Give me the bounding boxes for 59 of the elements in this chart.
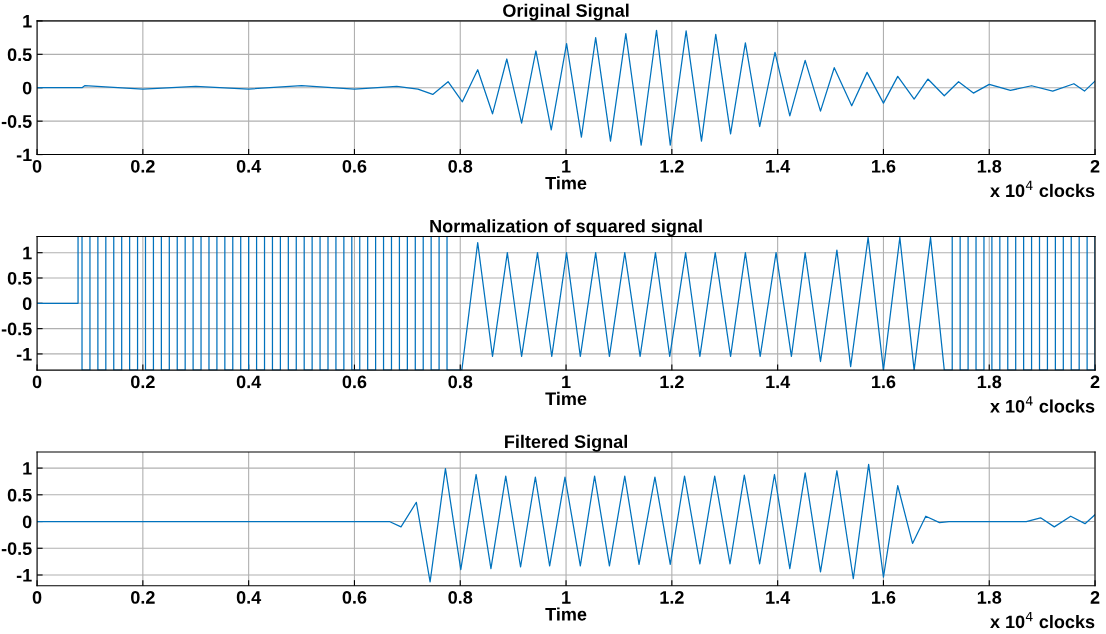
x-tick-label: 0 — [32, 591, 42, 604]
x-tick-label: 1.4 — [766, 375, 791, 389]
x-tick-label: 1.6 — [872, 375, 896, 389]
x-tick-label: 0 — [32, 159, 42, 173]
x-tick-label: 1 — [562, 160, 571, 173]
x-tick-label: 0.4 — [236, 591, 262, 604]
x-tick-label: 1.4 — [766, 591, 791, 604]
x-tick-label: 2 — [1090, 159, 1100, 173]
x-tick-label: 1.2 — [660, 159, 684, 173]
x-tick-label: 0.4 — [236, 159, 262, 173]
x-axis-title: Time — [545, 176, 587, 190]
text: x 10$^{4}$ clocks — [990, 611, 1095, 629]
x-tick-label: 1.6 — [872, 591, 896, 604]
y-tick-label: -1 — [16, 569, 32, 582]
x-tick-label: 0.8 — [448, 375, 473, 389]
x-tick-label: 0.8 — [448, 159, 473, 173]
y-tick-label: 0.5 — [7, 488, 32, 502]
x-tick-label: 0.6 — [342, 591, 367, 604]
y-tick-label: -0.5 — [1, 542, 32, 555]
y-tick-label: 0 — [22, 81, 32, 95]
line-series — [37, 463, 1096, 583]
x-tick-label: 1.8 — [977, 591, 1002, 604]
x-axis-title: Time — [545, 607, 587, 621]
x-tick-label: 2 — [1090, 375, 1100, 389]
y-tick-label: 1 — [23, 246, 32, 260]
x-tick-label: 1.8 — [977, 375, 1002, 389]
y-tick-label: -0.5 — [1, 322, 32, 336]
y-tick-label: 1 — [23, 15, 32, 28]
x-tick-label: 2 — [1090, 591, 1100, 604]
x-tick-label: 0 — [32, 375, 42, 389]
x-tick-label: 1.2 — [660, 375, 684, 389]
x-tick-label: 0.2 — [131, 159, 155, 173]
x-tick-label: 0.2 — [131, 591, 155, 604]
x-tick-label: 0.2 — [131, 375, 155, 389]
chart-title: Normalization of squared signal — [430, 219, 702, 237]
x-tick-label: 0.6 — [342, 375, 367, 389]
x-axis-title: Time — [545, 391, 587, 406]
y-tick-label: -0.5 — [1, 115, 32, 128]
y-tick-label: 0.5 — [7, 271, 32, 285]
text: x 10$^{4}$ clocks — [990, 396, 1095, 413]
x-tick-label: 0.4 — [236, 375, 262, 389]
y-tick-label: 0.5 — [7, 48, 32, 62]
y-tick-label: -1 — [16, 348, 32, 361]
y-tick-label: 0 — [22, 515, 32, 529]
x-tick-label: 0.8 — [448, 591, 473, 604]
x-tick-label: 0.6 — [342, 159, 367, 173]
line-series — [37, 29, 1096, 146]
x-tick-label: 1.4 — [766, 160, 791, 173]
text: x 10$^{4}$ clocks — [990, 180, 1095, 198]
x-tick-label: 1 — [562, 591, 571, 604]
y-tick-label: 1 — [23, 462, 32, 475]
x-tick-label: 1.8 — [977, 159, 1002, 173]
x-tick-label: 1.6 — [872, 159, 896, 173]
chart-title: Filtered Signal — [505, 434, 627, 452]
y-tick-label: 0 — [22, 297, 32, 311]
y-tick-label: -1 — [16, 148, 32, 162]
x-tick-label: 1.2 — [660, 591, 684, 604]
x-tick-label: 1 — [562, 375, 571, 389]
chart-title: Original Signal — [503, 3, 629, 21]
